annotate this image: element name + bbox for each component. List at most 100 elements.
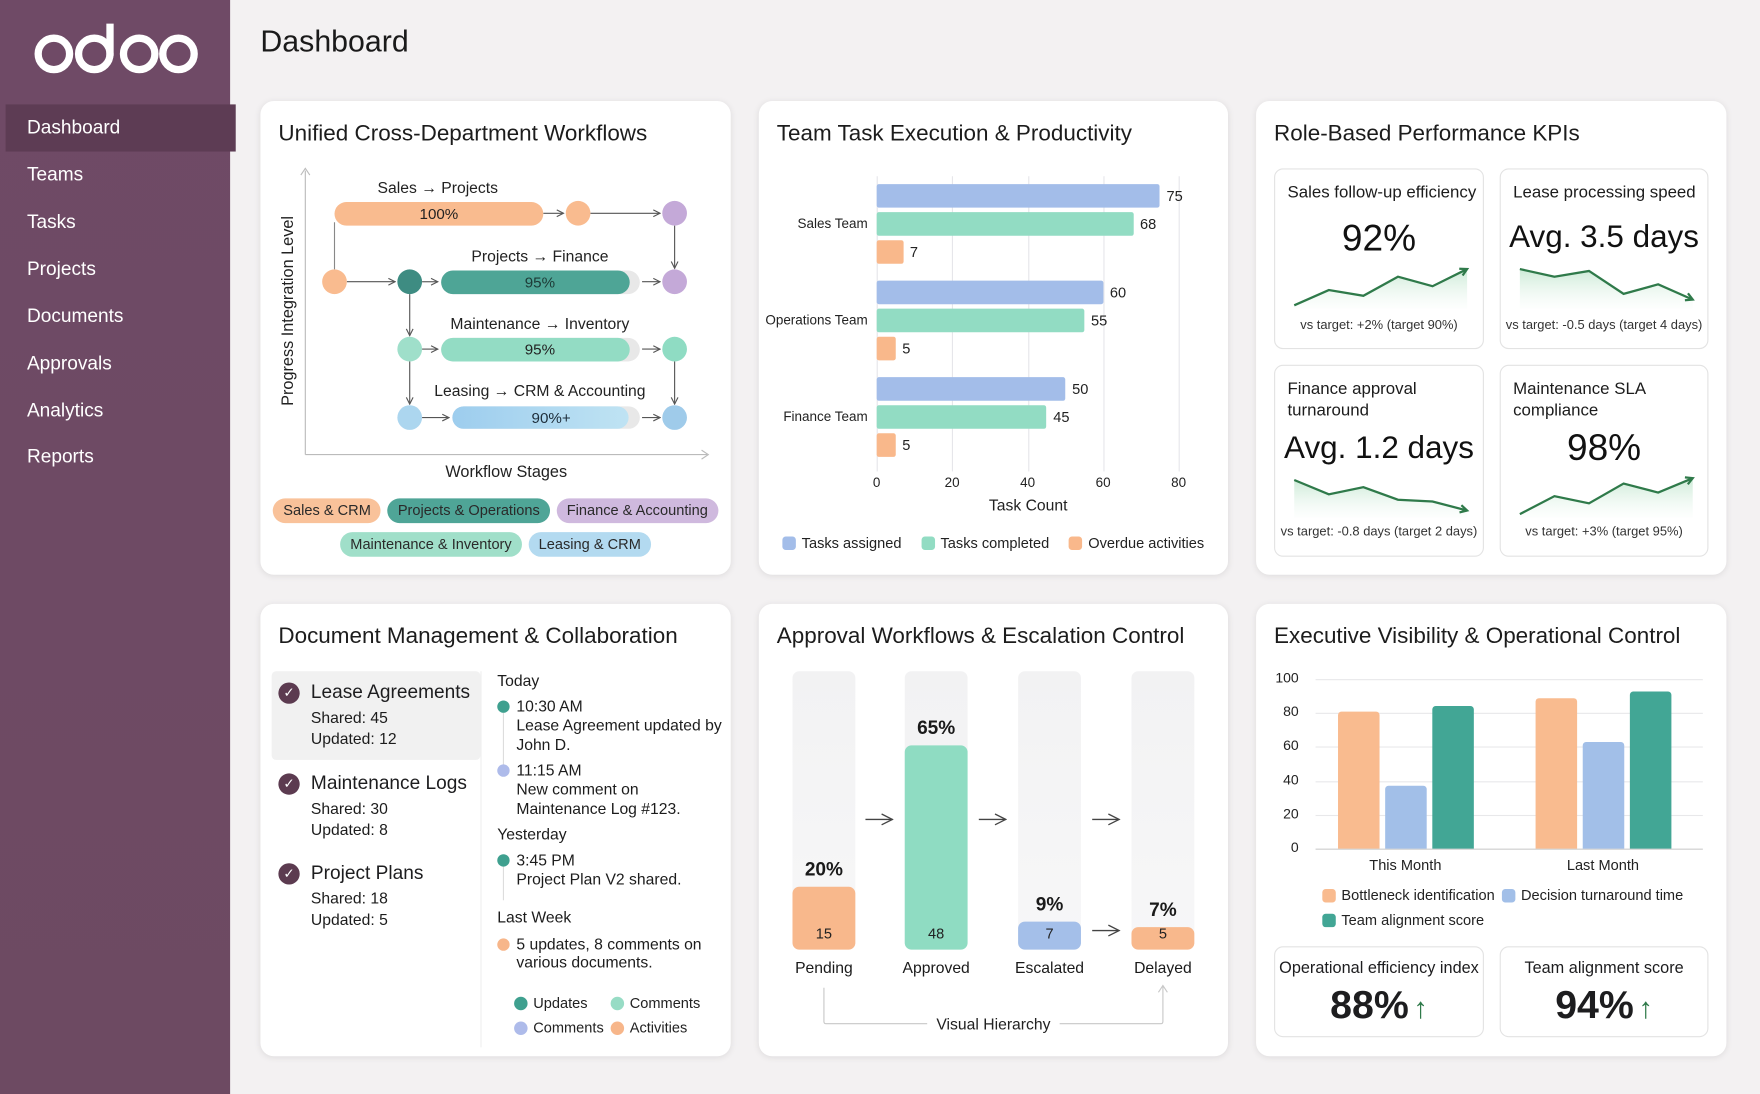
document-item-lease-agreements[interactable]: ✓ Lease Agreements Shared: 45 Updated: 1… [278, 681, 480, 756]
document-name: Project Plans [310, 862, 424, 884]
percent-label: 65% [917, 717, 956, 739]
sidebar-item-teams[interactable]: Teams [26, 163, 84, 186]
flow-value: 90%+ [532, 410, 571, 427]
sparkline-line [1519, 267, 1694, 301]
category-label: This Month [1369, 856, 1442, 874]
sidebar-item-documents[interactable]: Documents [26, 305, 124, 327]
kpi-card-sales-followup[interactable]: Sales follow-up efficiency 92% vs target… [1274, 168, 1484, 350]
stage-node [662, 405, 687, 430]
bar [1385, 785, 1427, 849]
sparkline-up [1519, 476, 1695, 518]
odoo-logo[interactable] [29, 20, 203, 82]
y-tick-label: 80 [1283, 704, 1299, 720]
y-tick-label: 40 [1283, 771, 1299, 788]
category-label: Last Month [1566, 856, 1640, 874]
sidebar-item-analytics[interactable]: Analytics [26, 399, 104, 421]
gridline [1315, 780, 1703, 782]
sidebar-item-approvals[interactable]: Approvals [26, 352, 112, 374]
legend-chip-leasing-crm[interactable]: Leasing & CRM [528, 532, 651, 557]
connectors [333, 213, 675, 417]
timeline-line [502, 706, 505, 771]
check-circle-icon: ✓ [278, 863, 300, 885]
bar [876, 433, 896, 457]
legend-chip-maintenance-inventory[interactable]: Maintenance & Inventory [340, 532, 522, 557]
legend-label: Overdue activities [1088, 534, 1205, 552]
update-dot [497, 700, 510, 713]
flow-label: Leasing → CRM & Accounting [434, 383, 645, 400]
bar [876, 184, 1160, 208]
card-title: Approval Workflows & Escalation Control [776, 624, 1185, 649]
workflow-diagram: Progress Integration Level Workflow Stag… [279, 167, 710, 481]
gridline [1315, 679, 1703, 681]
event-text: various documents. [516, 953, 653, 971]
flow-label: Sales → Projects [378, 180, 499, 197]
sparkline-area [1519, 269, 1693, 309]
operational-efficiency-kpi[interactable]: Operational efficiency index 88% ↑ [1274, 946, 1484, 1038]
bar-value-label: 55 [1090, 312, 1108, 329]
kpi-card-lease-speed[interactable]: Lease processing speed Avg. 3.5 days vs … [1499, 168, 1709, 350]
legend-dot [514, 1021, 528, 1035]
category-label: Escalated [1015, 958, 1085, 977]
legend-item: Decision turnaround time [1501, 887, 1683, 904]
x-tick-label: 0 [872, 474, 881, 491]
event-text: Project Plan V2 shared. [516, 869, 682, 888]
arrow-up-icon [1157, 984, 1168, 993]
trend-arrow-icon [1684, 476, 1695, 486]
comment-dot [497, 764, 510, 777]
sidebar-item-tasks[interactable]: Tasks [26, 211, 76, 233]
arrow-up-icon: ↑ [1638, 991, 1653, 1025]
kpi-value: 94% [1555, 983, 1634, 1028]
sidebar-item-dashboard[interactable]: Dashboard [5, 104, 236, 152]
legend-dot [514, 996, 528, 1011]
shared-count: Shared: 30 [310, 799, 388, 818]
legend-label: Comments [629, 994, 701, 1012]
event-text: New comment on [516, 780, 639, 799]
count-label: 48 [928, 924, 945, 942]
legend-chip-projects-operations[interactable]: Projects & Operations [387, 498, 550, 524]
kpi-value: 88% [1330, 983, 1409, 1028]
bar [1432, 706, 1474, 849]
shared-count: Shared: 18 [310, 889, 388, 907]
bar-value-label: 60 [1109, 283, 1127, 301]
legend-chip-sales-crm[interactable]: Sales & CRM [273, 498, 381, 524]
legend-label: Activities [629, 1019, 688, 1037]
card-title: Team Task Execution & Productivity [776, 121, 1132, 146]
y-axis-label: Progress Integration Level [279, 216, 297, 406]
gridline [1315, 814, 1703, 816]
document-item-maintenance-logs[interactable]: ✓ Maintenance Logs Shared: 30 Updated: 8 [278, 772, 480, 847]
sparkline-down [1293, 478, 1470, 518]
team-alignment-kpi[interactable]: Team alignment score 94% ↑ [1499, 946, 1709, 1038]
kpi-card-maintenance-sla[interactable]: Maintenance SLA compliance 98% vs target… [1499, 364, 1709, 557]
event-time: 3:45 PM [516, 850, 575, 869]
sidebar-item-reports[interactable]: Reports [26, 445, 94, 467]
document-name: Lease Agreements [310, 681, 471, 703]
check-circle-icon: ✓ [278, 682, 300, 704]
legend-label: Bottleneck identification [1341, 886, 1495, 904]
kpi-value-row: 94% ↑ [1501, 983, 1708, 1028]
sidebar-item-projects[interactable]: Projects [26, 258, 96, 280]
bar [876, 377, 1066, 401]
bar-track [1131, 671, 1195, 950]
gridline [1315, 848, 1703, 850]
flow-value: 100% [420, 206, 459, 223]
category-label: Delayed [1134, 958, 1192, 977]
legend-item: Tasks assigned [782, 534, 901, 551]
executive-bar-chart: 100 80 60 40 20 0 This Month Last Month [1256, 604, 1726, 885]
legend-label: Comments [533, 1019, 604, 1037]
bar-value-label: 5 [902, 436, 911, 454]
shared-count: Shared: 45 [310, 708, 388, 727]
approvals-card: Approval Workflows & Escalation Control … [758, 603, 1229, 1057]
selected-row-highlight [271, 671, 481, 760]
legend-dot [610, 1021, 625, 1035]
trend-arrow-icon [1459, 267, 1470, 277]
document-item-project-plans[interactable]: ✓ Project Plans Shared: 18 Updated: 5 [278, 862, 480, 937]
kpi-card-finance-turnaround[interactable]: Finance approval turnaround Avg. 1.2 day… [1274, 364, 1484, 557]
legend-swatch [1069, 536, 1083, 551]
count-label: 7 [1045, 924, 1054, 942]
sparkline-line [1519, 477, 1694, 516]
x-axis-label: Workflow Stages [445, 463, 567, 481]
workflows-card: Unified Cross-Department Workflows Progr… [260, 101, 731, 575]
updated-count: Updated: 8 [310, 820, 388, 839]
legend-chip-finance-accounting[interactable]: Finance & Accounting [556, 498, 718, 524]
percent-label: 9% [1035, 893, 1064, 915]
